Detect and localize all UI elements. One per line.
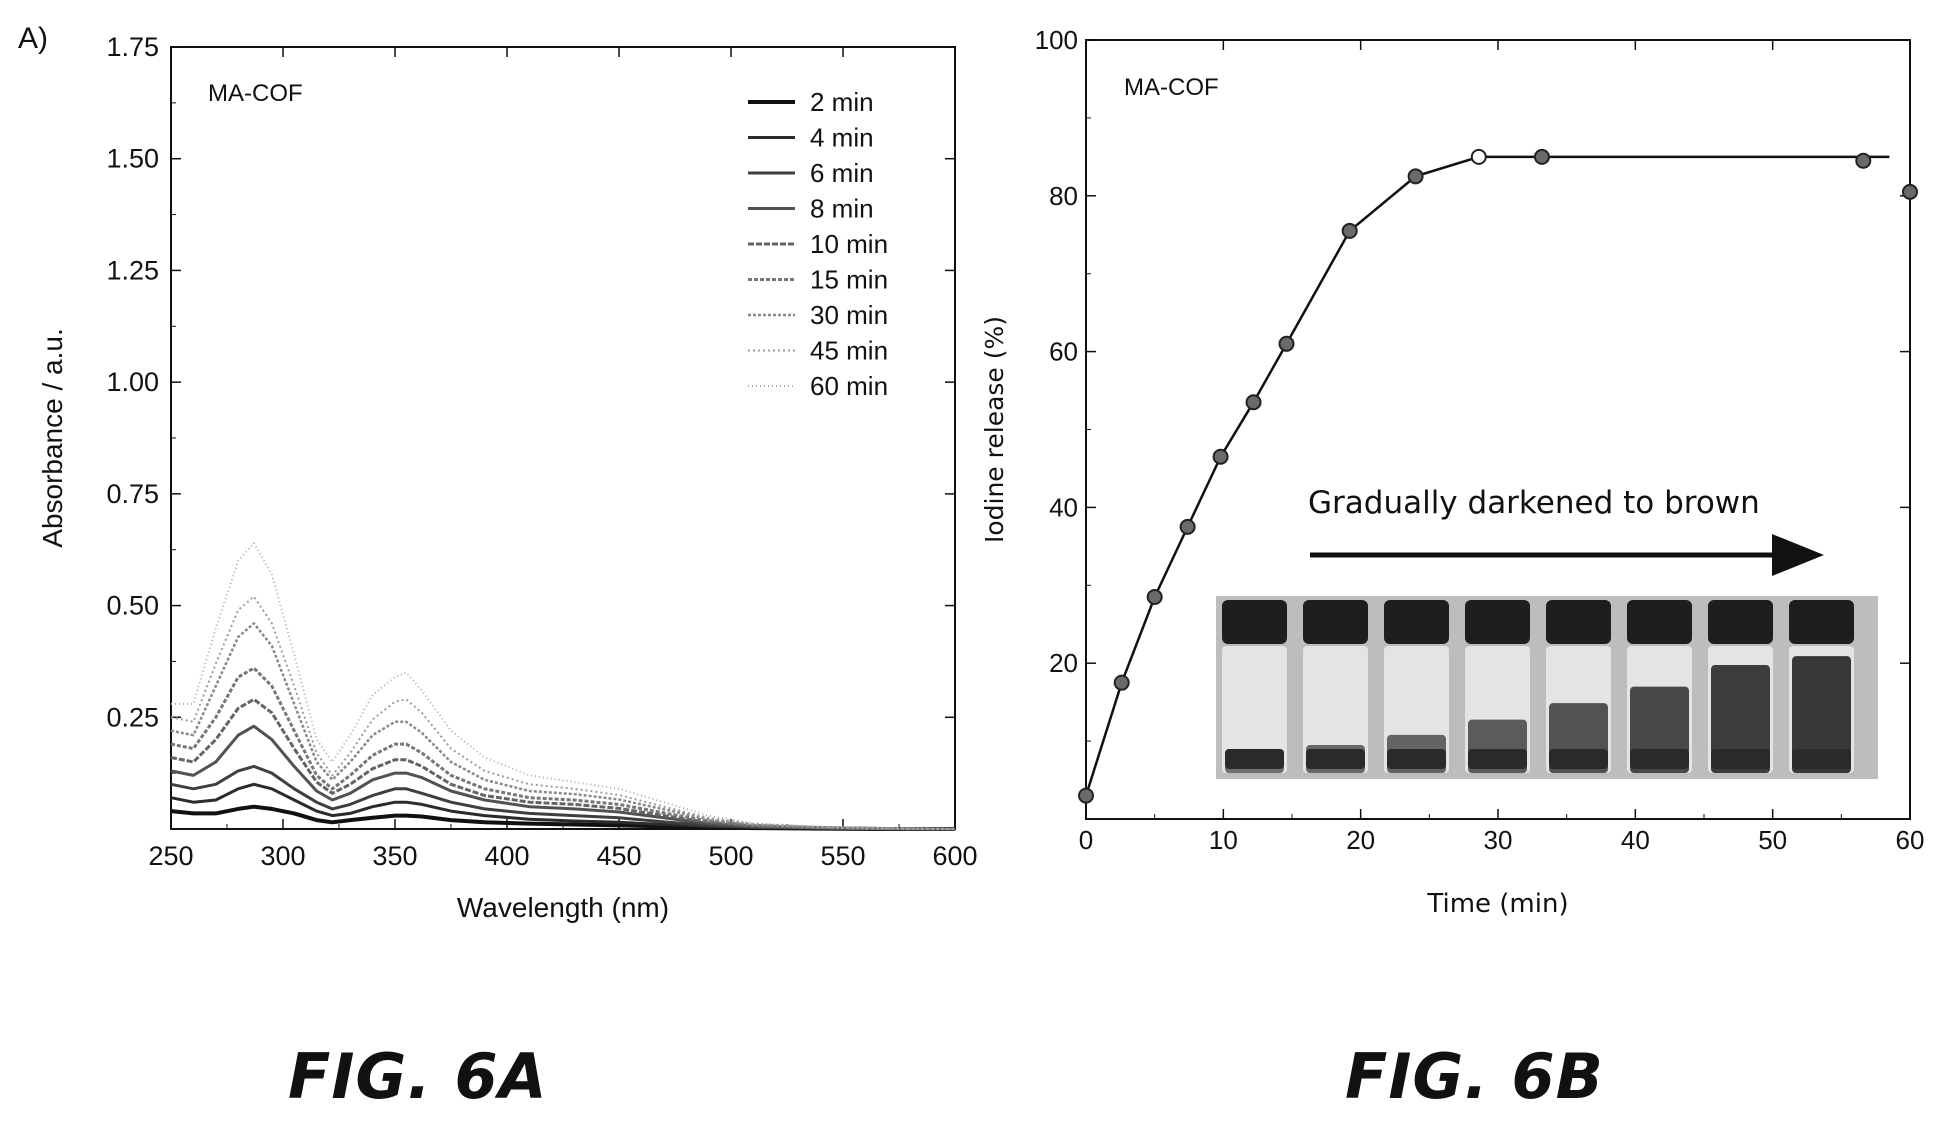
y-tick-label: 40 bbox=[1049, 492, 1078, 522]
vial-cap bbox=[1708, 600, 1773, 644]
vial-cap bbox=[1546, 600, 1611, 644]
y-tick-label: 1.75 bbox=[106, 32, 159, 62]
x-axis-label: Wavelength (nm) bbox=[457, 892, 669, 923]
vial-cap bbox=[1384, 600, 1449, 644]
x-tick-label: 450 bbox=[596, 841, 641, 871]
chart-6b: 0 10 20 30 40 50 60 20 40 60 80 100 Time (min) Iodine… bbox=[980, 25, 1924, 919]
legend-label: 4 min bbox=[810, 123, 874, 153]
vial-sediment bbox=[1468, 749, 1527, 769]
inset-caption: Gradually darkened to brown bbox=[1308, 485, 1760, 521]
data-point bbox=[1407, 168, 1424, 185]
data-point bbox=[1179, 518, 1196, 535]
series-line bbox=[171, 542, 956, 830]
chart-annotation: MA-COF bbox=[1124, 74, 1219, 101]
series-line bbox=[170, 666, 956, 831]
vial-cap bbox=[1627, 600, 1692, 644]
data-point bbox=[1113, 674, 1130, 691]
legend-label: 8 min bbox=[810, 194, 874, 224]
x-tick-label: 400 bbox=[484, 841, 529, 871]
x-tick-label: 50 bbox=[1758, 825, 1787, 855]
legend-label: 2 min bbox=[810, 87, 874, 117]
x-tick-label: 20 bbox=[1346, 825, 1375, 855]
panel-letter: A) bbox=[18, 22, 48, 55]
y-tick-label: 20 bbox=[1049, 648, 1078, 678]
data-point bbox=[1278, 335, 1295, 352]
y-tick-label: 1.25 bbox=[106, 255, 159, 285]
series-line bbox=[170, 804, 955, 831]
x-tick-label: 300 bbox=[260, 841, 305, 871]
series-line bbox=[170, 724, 956, 831]
x-tick-label: 350 bbox=[372, 841, 417, 871]
series-line bbox=[170, 595, 956, 830]
chart-6a: 250 300 350 400 450 500 550 600 0.25 0.50 0.75 1.00… bbox=[37, 32, 978, 923]
vial-sediment bbox=[1792, 749, 1851, 769]
vial-liquid bbox=[1792, 656, 1851, 773]
chart-annotation: MA-COF bbox=[208, 80, 303, 107]
x-tick-label: 600 bbox=[932, 841, 977, 871]
vial-sediment bbox=[1711, 749, 1770, 769]
vial-sediment bbox=[1549, 749, 1608, 769]
y-tick-label: 0.75 bbox=[106, 479, 159, 509]
caption-fig-6a: FIG. 6A bbox=[288, 1040, 548, 1113]
x-tick-label: 30 bbox=[1484, 825, 1513, 855]
data-point bbox=[1855, 152, 1872, 169]
vial-sediment bbox=[1225, 749, 1284, 769]
vial-body bbox=[1303, 646, 1368, 773]
vial-sediment bbox=[1630, 749, 1689, 769]
x-tick-label: 500 bbox=[708, 841, 753, 871]
data-point bbox=[1146, 588, 1163, 605]
data-point bbox=[1902, 183, 1918, 200]
y-axis-label: Iodine release (%) bbox=[980, 316, 1009, 543]
legend-label: 6 min bbox=[810, 158, 874, 188]
series-line bbox=[170, 697, 956, 831]
series-line bbox=[170, 764, 956, 831]
data-point bbox=[1470, 148, 1487, 165]
data-point bbox=[1212, 448, 1229, 465]
data-point bbox=[1245, 394, 1262, 411]
y-tick-label: 0.50 bbox=[106, 591, 159, 621]
x-tick-label: 10 bbox=[1209, 825, 1238, 855]
x-tick-label: 0 bbox=[1079, 825, 1093, 855]
inset-arrow-head bbox=[1772, 534, 1824, 576]
x-tick-label: 40 bbox=[1621, 825, 1650, 855]
vial-cap bbox=[1465, 600, 1530, 644]
x-axis-label: Time (min) bbox=[1426, 889, 1568, 919]
vial-liquid bbox=[1711, 665, 1770, 773]
legend-label: 10 min bbox=[810, 229, 888, 259]
y-axis-label: Absorbance / a.u. bbox=[37, 328, 68, 547]
legend-label: 60 min bbox=[810, 371, 888, 401]
y-tick-label: 1.50 bbox=[106, 144, 159, 174]
vial-cap bbox=[1789, 600, 1854, 644]
y-tick-label: 100 bbox=[1035, 25, 1078, 55]
x-tick-label: 250 bbox=[148, 841, 193, 871]
legend-label: 45 min bbox=[810, 336, 888, 366]
y-tick-label: 60 bbox=[1049, 337, 1078, 367]
vial-body bbox=[1222, 646, 1287, 773]
data-point bbox=[1078, 787, 1094, 804]
legend-label: 30 min bbox=[810, 300, 888, 330]
vial-sediment bbox=[1306, 749, 1365, 769]
vial-cap bbox=[1222, 600, 1287, 644]
vial-sediment bbox=[1387, 749, 1446, 769]
y-tick-label: 80 bbox=[1049, 181, 1078, 211]
y-tick-label: 0.25 bbox=[106, 702, 159, 732]
data-point bbox=[1533, 148, 1550, 165]
caption-fig-6b: FIG. 6B bbox=[1345, 1040, 1604, 1113]
x-tick-label: 60 bbox=[1896, 825, 1925, 855]
data-point bbox=[1341, 222, 1358, 239]
y-tick-label: 1.00 bbox=[106, 367, 159, 397]
x-tick-label: 550 bbox=[820, 841, 865, 871]
vial-cap bbox=[1303, 600, 1368, 644]
legend-label: 15 min bbox=[810, 265, 888, 295]
series-line bbox=[170, 622, 956, 831]
